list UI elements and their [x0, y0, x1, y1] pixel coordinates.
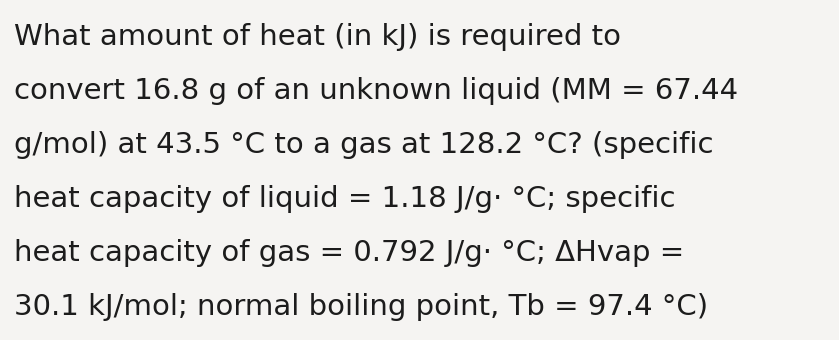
Text: convert 16.8 g of an unknown liquid (MM = 67.44: convert 16.8 g of an unknown liquid (MM …	[14, 77, 738, 105]
Text: 30.1 kJ/mol; normal boiling point, Tb = 97.4 °C): 30.1 kJ/mol; normal boiling point, Tb = …	[14, 293, 708, 321]
Text: What amount of heat (in kJ) is required to: What amount of heat (in kJ) is required …	[14, 23, 621, 51]
Text: heat capacity of gas = 0.792 J/g· °C; ΔHvap =: heat capacity of gas = 0.792 J/g· °C; ΔH…	[14, 239, 685, 267]
Text: heat capacity of liquid = 1.18 J/g· °C; specific: heat capacity of liquid = 1.18 J/g· °C; …	[14, 185, 675, 213]
Text: g/mol) at 43.5 °C to a gas at 128.2 °C? (specific: g/mol) at 43.5 °C to a gas at 128.2 °C? …	[14, 131, 713, 159]
